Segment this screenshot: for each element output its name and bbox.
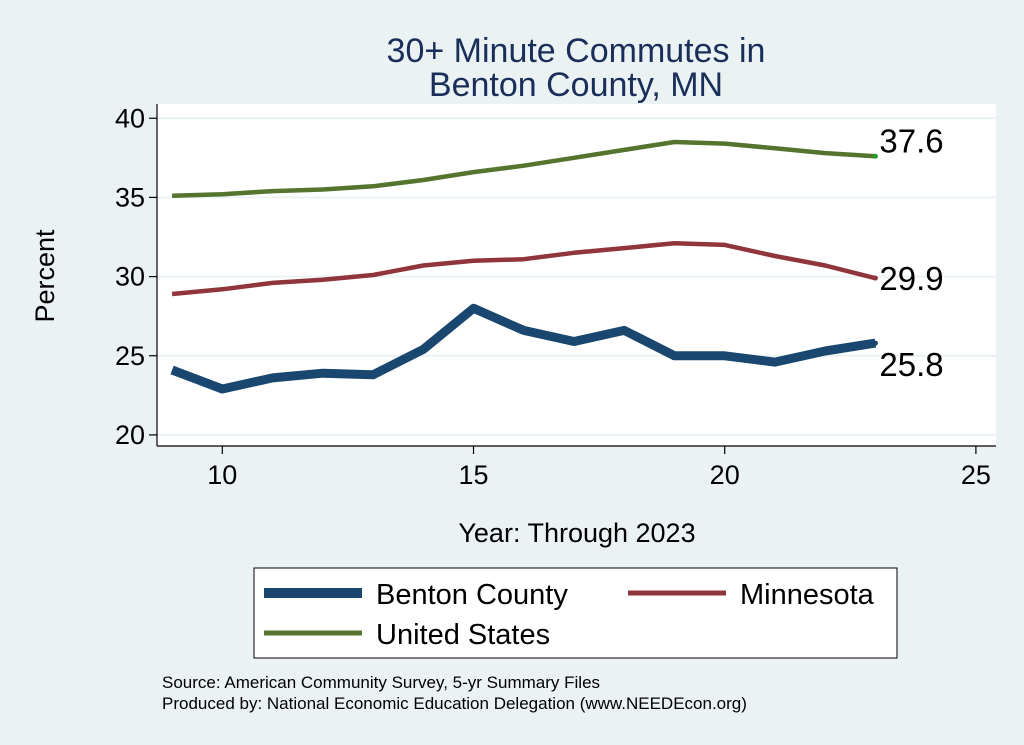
series-lines xyxy=(170,139,878,394)
x-tick-label: 15 xyxy=(458,460,488,490)
end-labels: 25.8 29.9 37.6 xyxy=(879,122,943,383)
end-label-benton-county: 25.8 xyxy=(879,346,943,383)
source-note: Source: American Community Survey, 5-yr … xyxy=(162,673,600,692)
y-tick-label: 35 xyxy=(115,182,145,212)
y-tick-label: 40 xyxy=(115,103,145,133)
legend: Benton County Minnesota United States xyxy=(253,567,898,659)
legend-box xyxy=(253,567,898,659)
end-label-united-states: 37.6 xyxy=(879,122,943,159)
series-line-minnesota xyxy=(171,241,876,297)
end-point-minnesota xyxy=(872,275,878,281)
legend-label-minnesota: Minnesota xyxy=(740,579,875,611)
legend-label-benton-county: Benton County xyxy=(376,579,568,611)
x-tick-label: 25 xyxy=(961,460,991,490)
x-tick-label: 10 xyxy=(207,460,237,490)
series-line-united-states xyxy=(172,139,876,199)
x-axis-label: Year: Through 2023 xyxy=(458,518,695,548)
x-tick-label: 20 xyxy=(710,460,740,490)
series-line-benton-county xyxy=(170,303,877,394)
gridlines xyxy=(157,117,996,436)
chart-title-line-2: Benton County, MN xyxy=(429,66,723,104)
end-point-united-states xyxy=(872,153,878,159)
end-point-benton-county xyxy=(872,340,878,346)
axes: 20 25 30 35 40 10 15 20 25 xyxy=(115,103,996,490)
y-axis-label: Percent xyxy=(30,229,60,323)
end-label-minnesota: 29.9 xyxy=(879,260,943,297)
legend-label-united-states: United States xyxy=(376,619,550,651)
y-tick-label: 25 xyxy=(115,341,145,371)
y-tick-label: 20 xyxy=(115,420,145,450)
y-tick-label: 30 xyxy=(115,262,145,292)
chart-title-line-1: 30+ Minute Commutes in xyxy=(387,32,766,70)
produced-by-note: Produced by: National Economic Education… xyxy=(162,694,747,713)
